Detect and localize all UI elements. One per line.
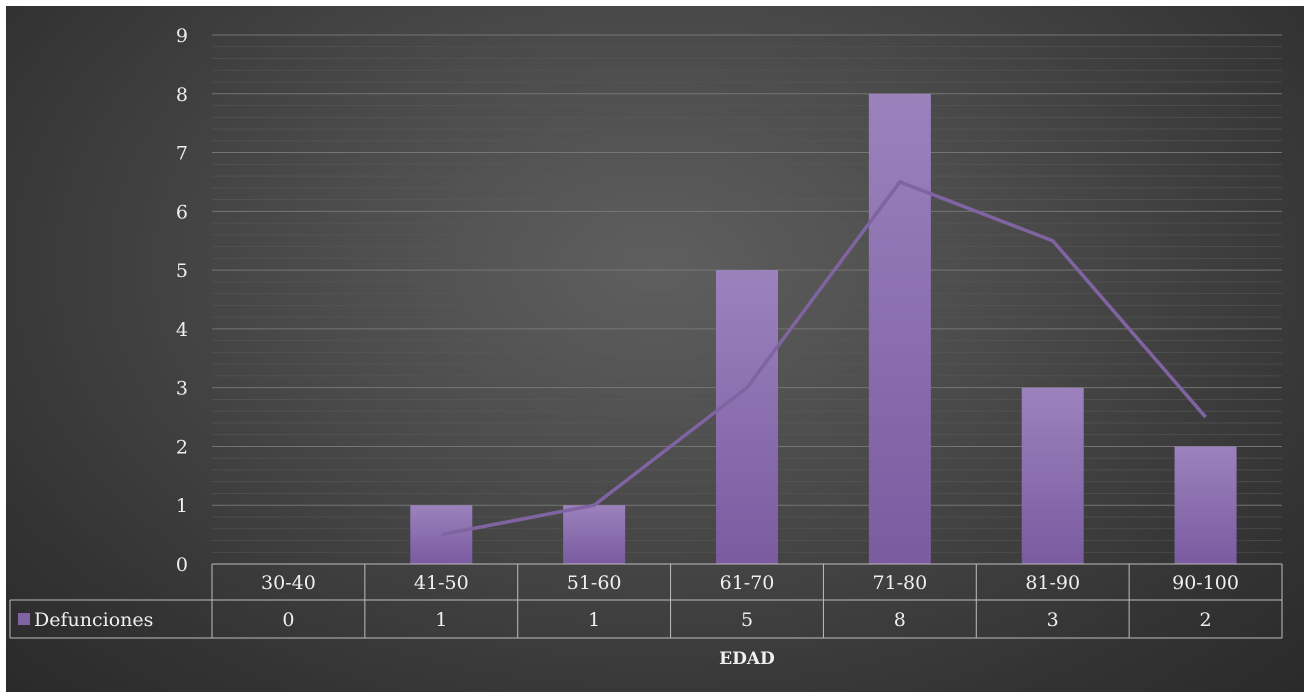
y-tick-label: 3 bbox=[176, 378, 188, 400]
bar bbox=[716, 270, 778, 564]
data-label: 5 bbox=[741, 609, 753, 631]
y-tick-label: 4 bbox=[176, 319, 188, 341]
x-tick-label: 71-80 bbox=[872, 572, 927, 594]
y-tick-label: 6 bbox=[176, 201, 188, 223]
data-label: 1 bbox=[435, 609, 447, 631]
x-tick-label: 41-50 bbox=[414, 572, 469, 594]
bar bbox=[1021, 387, 1084, 564]
y-tick-label: 5 bbox=[176, 260, 188, 282]
x-tick-label: 90-100 bbox=[1172, 572, 1239, 594]
y-tick-label: 8 bbox=[176, 84, 188, 106]
bar bbox=[868, 93, 931, 565]
y-tick-label: 0 bbox=[176, 554, 188, 576]
y-tick-label: 9 bbox=[176, 25, 188, 47]
legend-label: Defunciones bbox=[34, 609, 153, 631]
data-label: 2 bbox=[1200, 609, 1212, 631]
x-tick-label: 30-40 bbox=[261, 572, 316, 594]
data-table: 30-40 0 41-50 1 51-60 1 61-70 5 71-80 8 81-90 3 90-1… bbox=[9, 563, 1283, 639]
y-tick-label: 1 bbox=[176, 495, 188, 517]
x-tick-label: 61-70 bbox=[720, 572, 775, 594]
bars bbox=[410, 93, 1237, 565]
y-tick-label: 7 bbox=[176, 143, 188, 165]
x-tick-label: 51-60 bbox=[567, 572, 622, 594]
x-axis-title: EDAD bbox=[719, 649, 775, 669]
bar bbox=[1174, 446, 1237, 564]
chart-svg: 0 1 2 3 4 5 6 7 8 9 30-40 0 41-50 1 51-60 1 61-70 5 71-80… bbox=[9, 25, 1283, 669]
data-label: 8 bbox=[894, 609, 906, 631]
data-label: 0 bbox=[282, 609, 294, 631]
y-axis-ticks: 0 1 2 3 4 5 6 7 8 9 bbox=[176, 25, 188, 576]
data-label: 3 bbox=[1047, 609, 1059, 631]
chart-area: 0 1 2 3 4 5 6 7 8 9 30-40 0 41-50 1 51-60 1 61-70 5 71-80… bbox=[6, 6, 1304, 692]
y-tick-label: 2 bbox=[176, 436, 188, 458]
data-label: 1 bbox=[588, 609, 600, 631]
bar bbox=[563, 505, 626, 564]
x-tick-label: 81-90 bbox=[1025, 572, 1080, 594]
trendline-path bbox=[440, 180, 1207, 537]
legend-swatch bbox=[18, 613, 30, 625]
trendline bbox=[440, 180, 1207, 537]
